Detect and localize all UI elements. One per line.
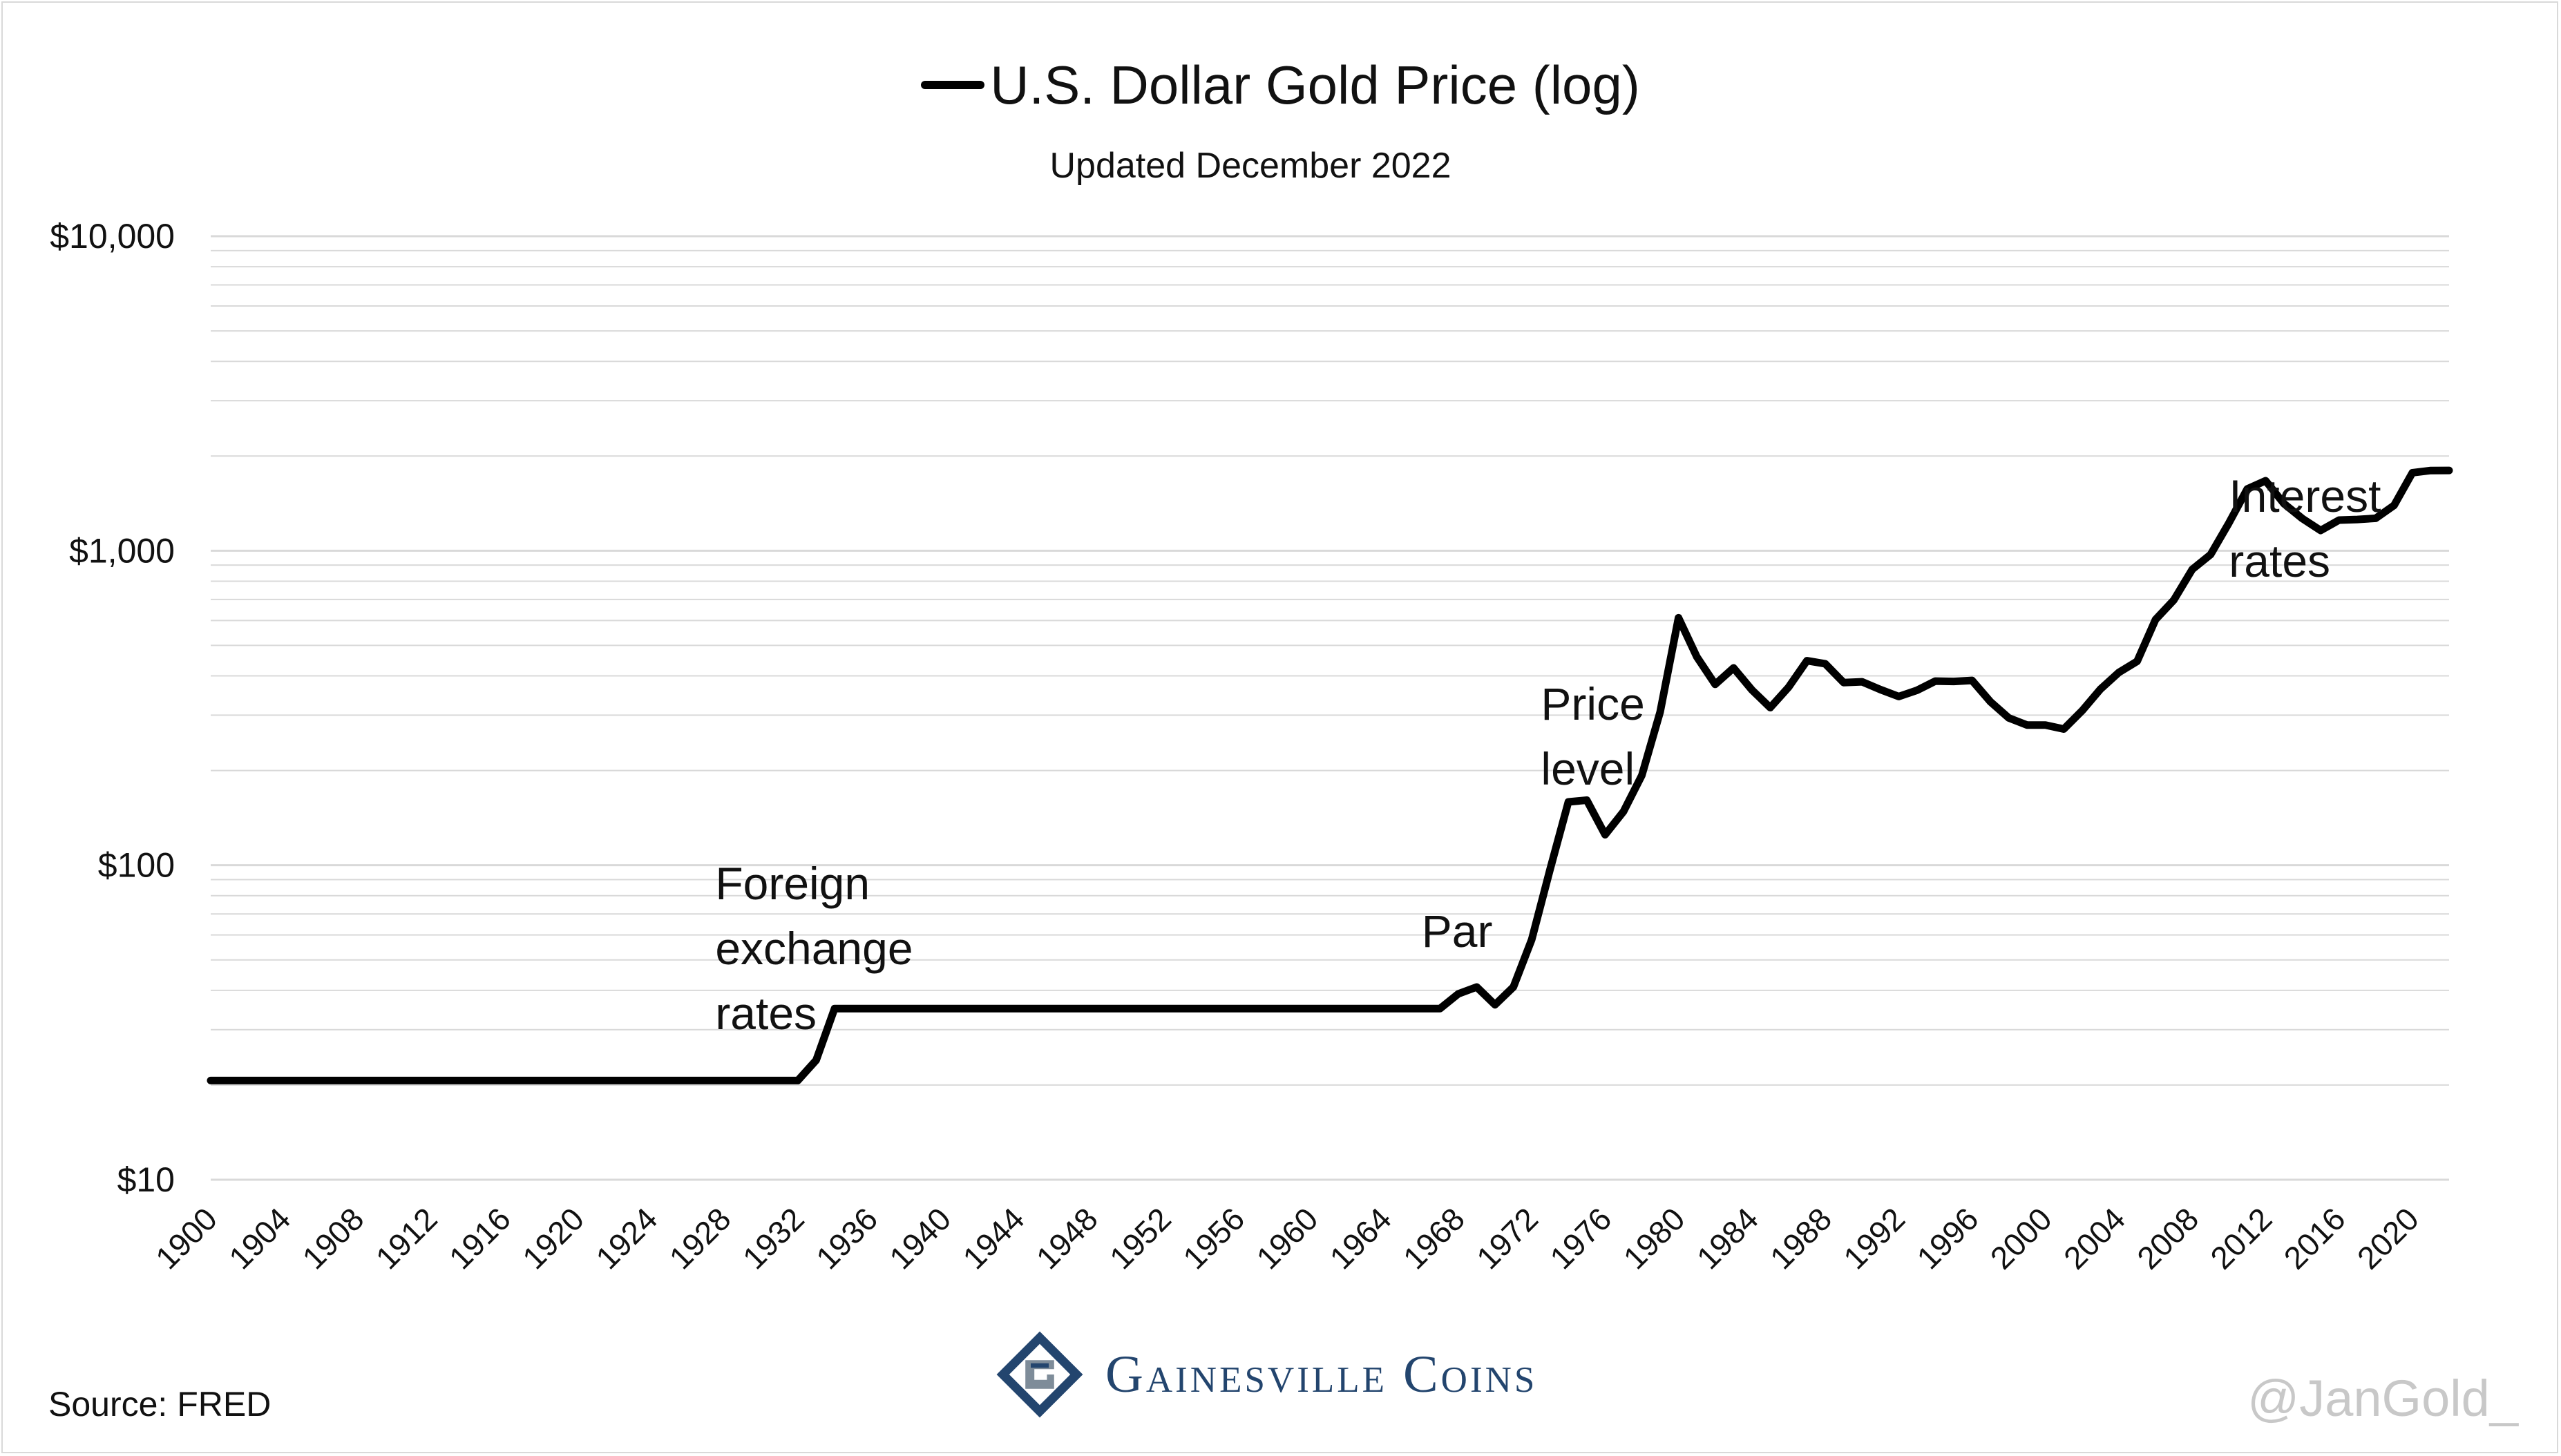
source-note: Source: FRED	[48, 1385, 272, 1424]
y-tick-label: $100	[98, 846, 175, 885]
x-tick-label: 1968	[1396, 1200, 1472, 1276]
x-axis: 1900190419081912191619201924192819321936…	[149, 1178, 2449, 1276]
x-tick-label: 2020	[2350, 1200, 2426, 1276]
x-tick-label: 1964	[1323, 1200, 1398, 1276]
x-tick-label: 1928	[663, 1200, 738, 1276]
gridlines	[211, 235, 2449, 1181]
logo-text: Gainesville Coins	[1105, 1345, 1538, 1404]
x-tick-label: 1924	[589, 1200, 664, 1276]
x-tick-label: 2016	[2277, 1200, 2352, 1276]
series-line	[207, 466, 2453, 1084]
chart-title-text: U.S. Dollar Gold Price (log)	[990, 55, 1640, 115]
x-tick-label: 1988	[1763, 1200, 1838, 1276]
annotation-text: Par	[1422, 906, 1493, 957]
annotation-text: Price	[1541, 678, 1644, 729]
annotation-text: level	[1541, 743, 1635, 794]
annotation-text: rates	[2229, 535, 2330, 586]
x-tick-label: 1992	[1836, 1200, 1912, 1276]
x-tick-label: 2000	[1983, 1200, 2059, 1276]
annotation-text: Foreign	[715, 858, 870, 909]
x-tick-label: 1900	[149, 1200, 224, 1276]
x-tick-label: 1956	[1176, 1200, 1251, 1276]
y-tick-label: $10,000	[50, 217, 175, 256]
x-tick-label: 1904	[222, 1200, 297, 1276]
x-tick-label: 2008	[2130, 1200, 2205, 1276]
x-tick-label: 2004	[2057, 1200, 2132, 1276]
annotations-layer: Foreign exchange rates Par Price level Interes…	[715, 470, 2381, 1039]
y-axis: $10 $100 $1,000 $10,000	[50, 217, 175, 1199]
x-tick-label: 1920	[515, 1200, 591, 1276]
chart-title: U.S. Dollar Gold Price (log)	[0, 54, 2561, 117]
x-tick-label: 1908	[295, 1200, 370, 1276]
x-tick-label: 1980	[1617, 1200, 1692, 1276]
legend-swatch	[921, 81, 985, 90]
y-tick-label: $10	[117, 1160, 175, 1199]
annotation-text: rates	[715, 988, 817, 1039]
x-tick-label: 1996	[1910, 1200, 1985, 1276]
annotation-text: exchange	[715, 923, 913, 974]
x-tick-label: 1916	[442, 1200, 517, 1276]
annotation-text: Interest	[2229, 470, 2381, 521]
y-tick-label: $1,000	[69, 531, 175, 570]
x-tick-label: 1944	[955, 1200, 1031, 1276]
gainesville-coins-logo: Gainesville Coins	[995, 1326, 1537, 1423]
x-tick-label: 1940	[882, 1200, 958, 1276]
x-tick-label: 1948	[1029, 1200, 1105, 1276]
series-layer	[207, 466, 2453, 1084]
x-tick-label: 1912	[369, 1200, 444, 1276]
x-tick-label: 1932	[736, 1200, 811, 1276]
x-tick-label: 1952	[1103, 1200, 1178, 1276]
chart-subtitle: Updated December 2022	[1049, 146, 1451, 186]
x-tick-label: 1936	[809, 1200, 884, 1276]
logo-mark-icon	[996, 1331, 1083, 1418]
x-tick-label: 1960	[1249, 1200, 1324, 1276]
x-tick-label: 1972	[1469, 1200, 1545, 1276]
x-tick-label: 1984	[1690, 1200, 1765, 1276]
x-tick-label: 2012	[2203, 1200, 2278, 1276]
watermark-handle: @JanGold_	[2247, 1370, 2518, 1427]
x-tick-label: 1976	[1543, 1200, 1618, 1276]
